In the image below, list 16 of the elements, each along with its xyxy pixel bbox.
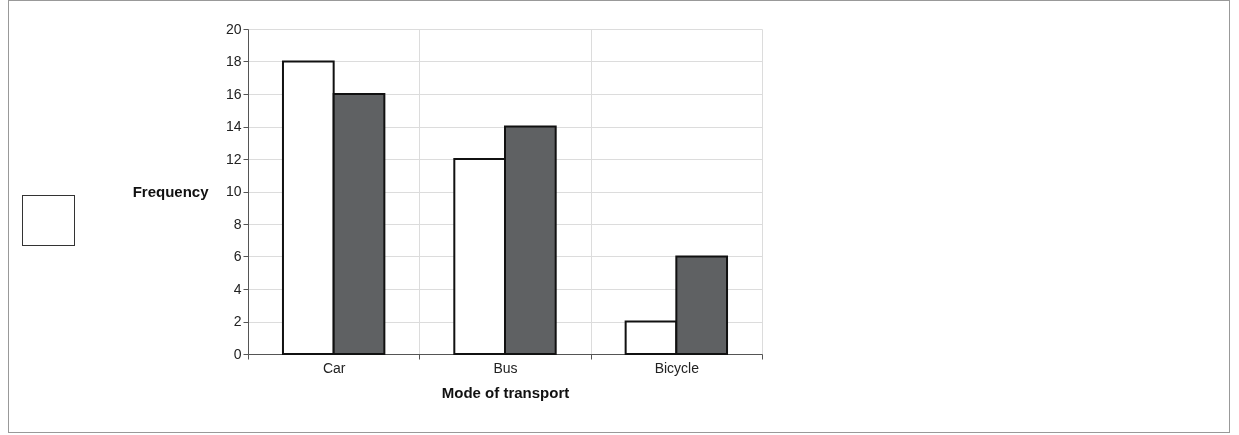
y-axis-title: Frequency: [132, 183, 210, 200]
y-tick-label: 10: [225, 183, 242, 199]
y-tick-label: 20: [225, 20, 242, 37]
x-axis-title: Mode of transport: [441, 383, 570, 401]
y-tick-label: 0: [233, 345, 242, 362]
y-tick-label: 4: [233, 280, 242, 297]
y-tick-label: 6: [233, 248, 242, 264]
y-tick-label: 16: [225, 85, 242, 102]
y-tick-label: 8: [233, 215, 242, 232]
x-tick-label: Car: [322, 359, 346, 376]
y-tick-label: 2: [233, 313, 242, 329]
x-tick-label: Bicycle: [654, 359, 700, 376]
y-tick-label: 18: [225, 53, 242, 69]
y-tick-label: 14: [225, 118, 242, 134]
y-tick-label: 12: [225, 150, 242, 167]
x-tick-label: Bus: [493, 359, 518, 376]
